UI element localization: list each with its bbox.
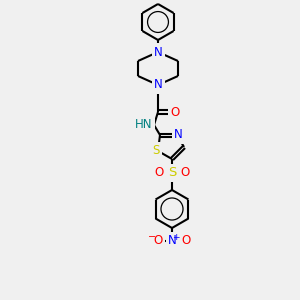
Text: N: N (154, 46, 162, 59)
Text: S: S (152, 145, 160, 158)
Text: O: O (182, 235, 190, 248)
Text: N: N (168, 235, 176, 248)
Text: −: − (148, 232, 156, 242)
Text: O: O (153, 235, 163, 248)
Text: O: O (170, 106, 180, 118)
Text: HN: HN (135, 118, 153, 131)
Text: O: O (154, 167, 164, 179)
Text: N: N (154, 79, 162, 92)
Text: O: O (180, 167, 190, 179)
Text: S: S (168, 167, 176, 179)
Text: N: N (174, 128, 182, 142)
Text: +: + (172, 232, 180, 242)
